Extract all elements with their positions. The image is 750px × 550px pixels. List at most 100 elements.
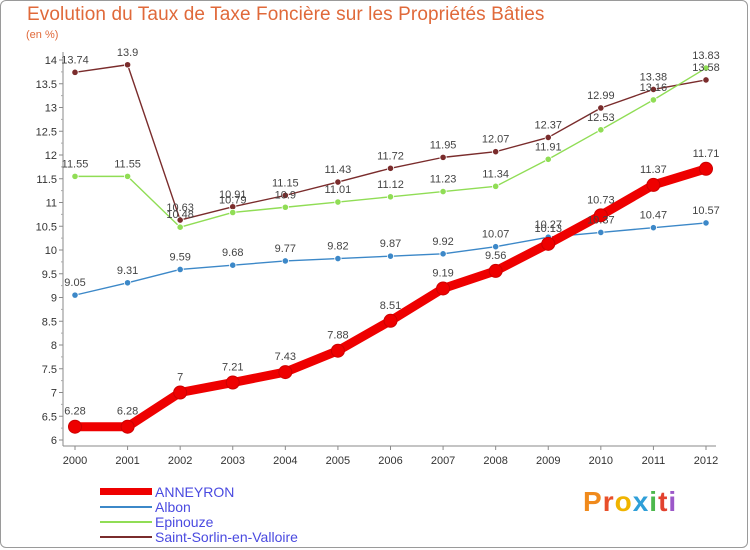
data-label-3: 11.72 (377, 150, 404, 162)
data-point-0 (68, 419, 82, 434)
data-label-1: 9.82 (327, 241, 348, 253)
y-tick-label: 10.5 (36, 221, 57, 233)
x-tick-label: 2005 (326, 455, 350, 467)
x-tick-label: 2004 (273, 455, 297, 467)
data-label-0: 11.37 (640, 164, 667, 176)
data-point-0 (541, 236, 556, 251)
data-label-0: 10.13 (534, 223, 562, 235)
data-label-1: 9.87 (380, 238, 401, 250)
data-label-1: 9.68 (222, 247, 243, 259)
data-point-0 (593, 208, 608, 223)
logo-letter: t (658, 486, 669, 517)
data-point-2 (597, 126, 605, 134)
data-label-3: 11.15 (272, 177, 299, 189)
x-tick-label: 2011 (642, 455, 666, 467)
y-tick-label: 14 (45, 55, 57, 67)
data-label-0: 9.56 (485, 250, 506, 262)
data-point-2 (386, 193, 395, 201)
data-label-0: 8.51 (380, 300, 401, 312)
data-label-3: 13.58 (692, 62, 720, 74)
data-point-1 (176, 265, 184, 274)
data-point-1 (702, 219, 710, 227)
y-tick-label: 9.5 (42, 269, 57, 281)
data-label-3: 11.95 (430, 139, 457, 151)
data-point-3 (123, 61, 132, 69)
data-point-0 (173, 385, 188, 400)
y-tick-label: 12.5 (36, 126, 57, 138)
data-point-3 (702, 76, 710, 84)
y-tick-label: 6.5 (42, 411, 57, 423)
data-point-2 (281, 203, 289, 211)
data-point-1 (71, 291, 79, 299)
data-label-1: 9.05 (64, 277, 85, 289)
data-label-1: 10.27 (534, 219, 562, 231)
data-label-2: 11.23 (430, 174, 457, 186)
proxiti-logo: Proxiti (583, 486, 677, 518)
logo-letter: P (583, 486, 603, 517)
legend-label-albon: Albon (155, 499, 191, 515)
y-tick-label: 8.5 (42, 316, 57, 328)
data-point-3 (176, 216, 184, 224)
data-label-2: 11.55 (114, 158, 141, 170)
y-tick-label: 12 (45, 150, 57, 162)
data-point-3 (597, 104, 605, 112)
axes: 6 6.5 7 7.5 8 8.5 9 9.5 10 10.5 11 11.5 12 12.5 13 13.5… (36, 52, 718, 467)
logo-letter: o (614, 486, 633, 517)
data-label-3: 12.99 (587, 90, 615, 102)
x-tick-label: 2012 (694, 455, 718, 467)
data-point-3 (281, 191, 289, 199)
data-label-1: 9.92 (432, 236, 453, 248)
x-tick-label: 2007 (431, 455, 455, 467)
data-label-1: 9.77 (275, 243, 296, 255)
data-label-0: 11.71 (693, 148, 720, 160)
data-label-2: 10.79 (219, 194, 247, 206)
data-label-0: 7.21 (222, 362, 243, 374)
plot-area: 6 6.5 7 7.5 8 8.5 9 9.5 10 10.5 11 11.5 12 12.5 13 13.5… (36, 47, 720, 467)
data-label-2: 11.01 (325, 184, 352, 196)
data-label-0: 6.28 (64, 406, 85, 418)
data-point-2 (492, 182, 500, 190)
data-point-0 (225, 375, 240, 390)
data-label-3: 11.43 (325, 164, 352, 176)
data-point-1 (439, 250, 447, 258)
x-tick-label: 2000 (63, 455, 87, 467)
x-tick-label: 2003 (221, 455, 245, 467)
data-point-1 (386, 252, 395, 260)
data-point-3 (439, 153, 447, 161)
y-tick-label: 7 (51, 388, 57, 400)
data-label-3: 13.38 (640, 71, 668, 83)
data-label-2: 10.9 (275, 189, 296, 201)
legend-label-saint-sorlin: Saint-Sorlin-en-Valloire (155, 529, 298, 545)
data-point-1 (597, 228, 605, 237)
x-tick-label: 2009 (536, 455, 560, 467)
data-point-2 (439, 187, 447, 196)
y-tick-label: 6 (51, 435, 57, 447)
data-point-3 (544, 133, 552, 142)
x-tick-label: 2008 (483, 455, 507, 467)
data-point-2 (544, 155, 552, 163)
y-tick-label: 10 (45, 245, 57, 257)
y-tick-label: 9 (51, 293, 57, 305)
data-label-3: 10.63 (166, 202, 194, 214)
legend-swatch-albon (100, 506, 152, 508)
data-point-1 (649, 224, 658, 232)
data-label-0: 7.43 (275, 351, 296, 363)
data-label-3: 13.74 (61, 54, 89, 66)
data-label-2: 13.16 (640, 82, 668, 94)
data-label-2: 10.48 (166, 209, 194, 221)
logo-letter: i (668, 486, 678, 517)
data-point-2 (176, 223, 184, 231)
data-point-2 (649, 96, 658, 104)
data-point-0 (383, 313, 398, 328)
data-label-3: 12.07 (482, 134, 510, 146)
data-label-2: 11.12 (377, 179, 404, 191)
data-point-2 (123, 172, 132, 180)
data-label-1: 10.57 (692, 205, 720, 217)
x-tick-label: 2010 (589, 455, 613, 467)
data-point-1 (123, 279, 132, 287)
data-point-3 (649, 85, 658, 94)
data-point-1 (229, 261, 237, 269)
y-tick-label: 11.5 (36, 174, 57, 186)
data-point-0 (330, 343, 345, 358)
